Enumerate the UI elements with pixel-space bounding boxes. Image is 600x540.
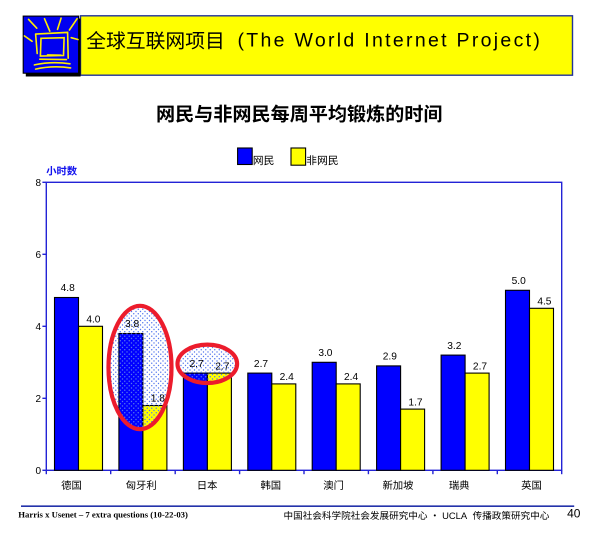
svg-text:4.8: 4.8 — [61, 283, 75, 294]
svg-text:2.4: 2.4 — [344, 372, 358, 383]
svg-text:5.0: 5.0 — [512, 276, 526, 287]
svg-text:2: 2 — [35, 394, 41, 405]
svg-text:3.2: 3.2 — [447, 341, 461, 352]
svg-text:6: 6 — [35, 250, 41, 261]
svg-text:8: 8 — [35, 178, 41, 189]
svg-text:2.7: 2.7 — [473, 361, 487, 372]
svg-text:2.7: 2.7 — [254, 359, 268, 370]
svg-text:4.5: 4.5 — [537, 297, 551, 308]
svg-text:UCLA: UCLA — [442, 510, 468, 521]
svg-text:4: 4 — [35, 322, 41, 333]
svg-text:2.4: 2.4 — [280, 372, 294, 383]
svg-text:3.8: 3.8 — [125, 319, 139, 330]
svg-text:1.8: 1.8 — [151, 394, 165, 405]
svg-text:Harris x Usenet – 7 extra ques: Harris x Usenet – 7 extra questions (10-… — [18, 509, 188, 519]
svg-text:3.0: 3.0 — [318, 348, 332, 359]
svg-text:2.9: 2.9 — [383, 352, 397, 363]
svg-text:2.7: 2.7 — [215, 361, 229, 372]
svg-text:0: 0 — [35, 466, 41, 477]
svg-text:1.7: 1.7 — [408, 397, 422, 408]
svg-text:2.7: 2.7 — [190, 359, 204, 370]
svg-text:40: 40 — [567, 506, 581, 520]
svg-text:(The World Internet Project): (The World Internet Project) — [238, 29, 543, 51]
svg-text:4.0: 4.0 — [86, 315, 100, 326]
